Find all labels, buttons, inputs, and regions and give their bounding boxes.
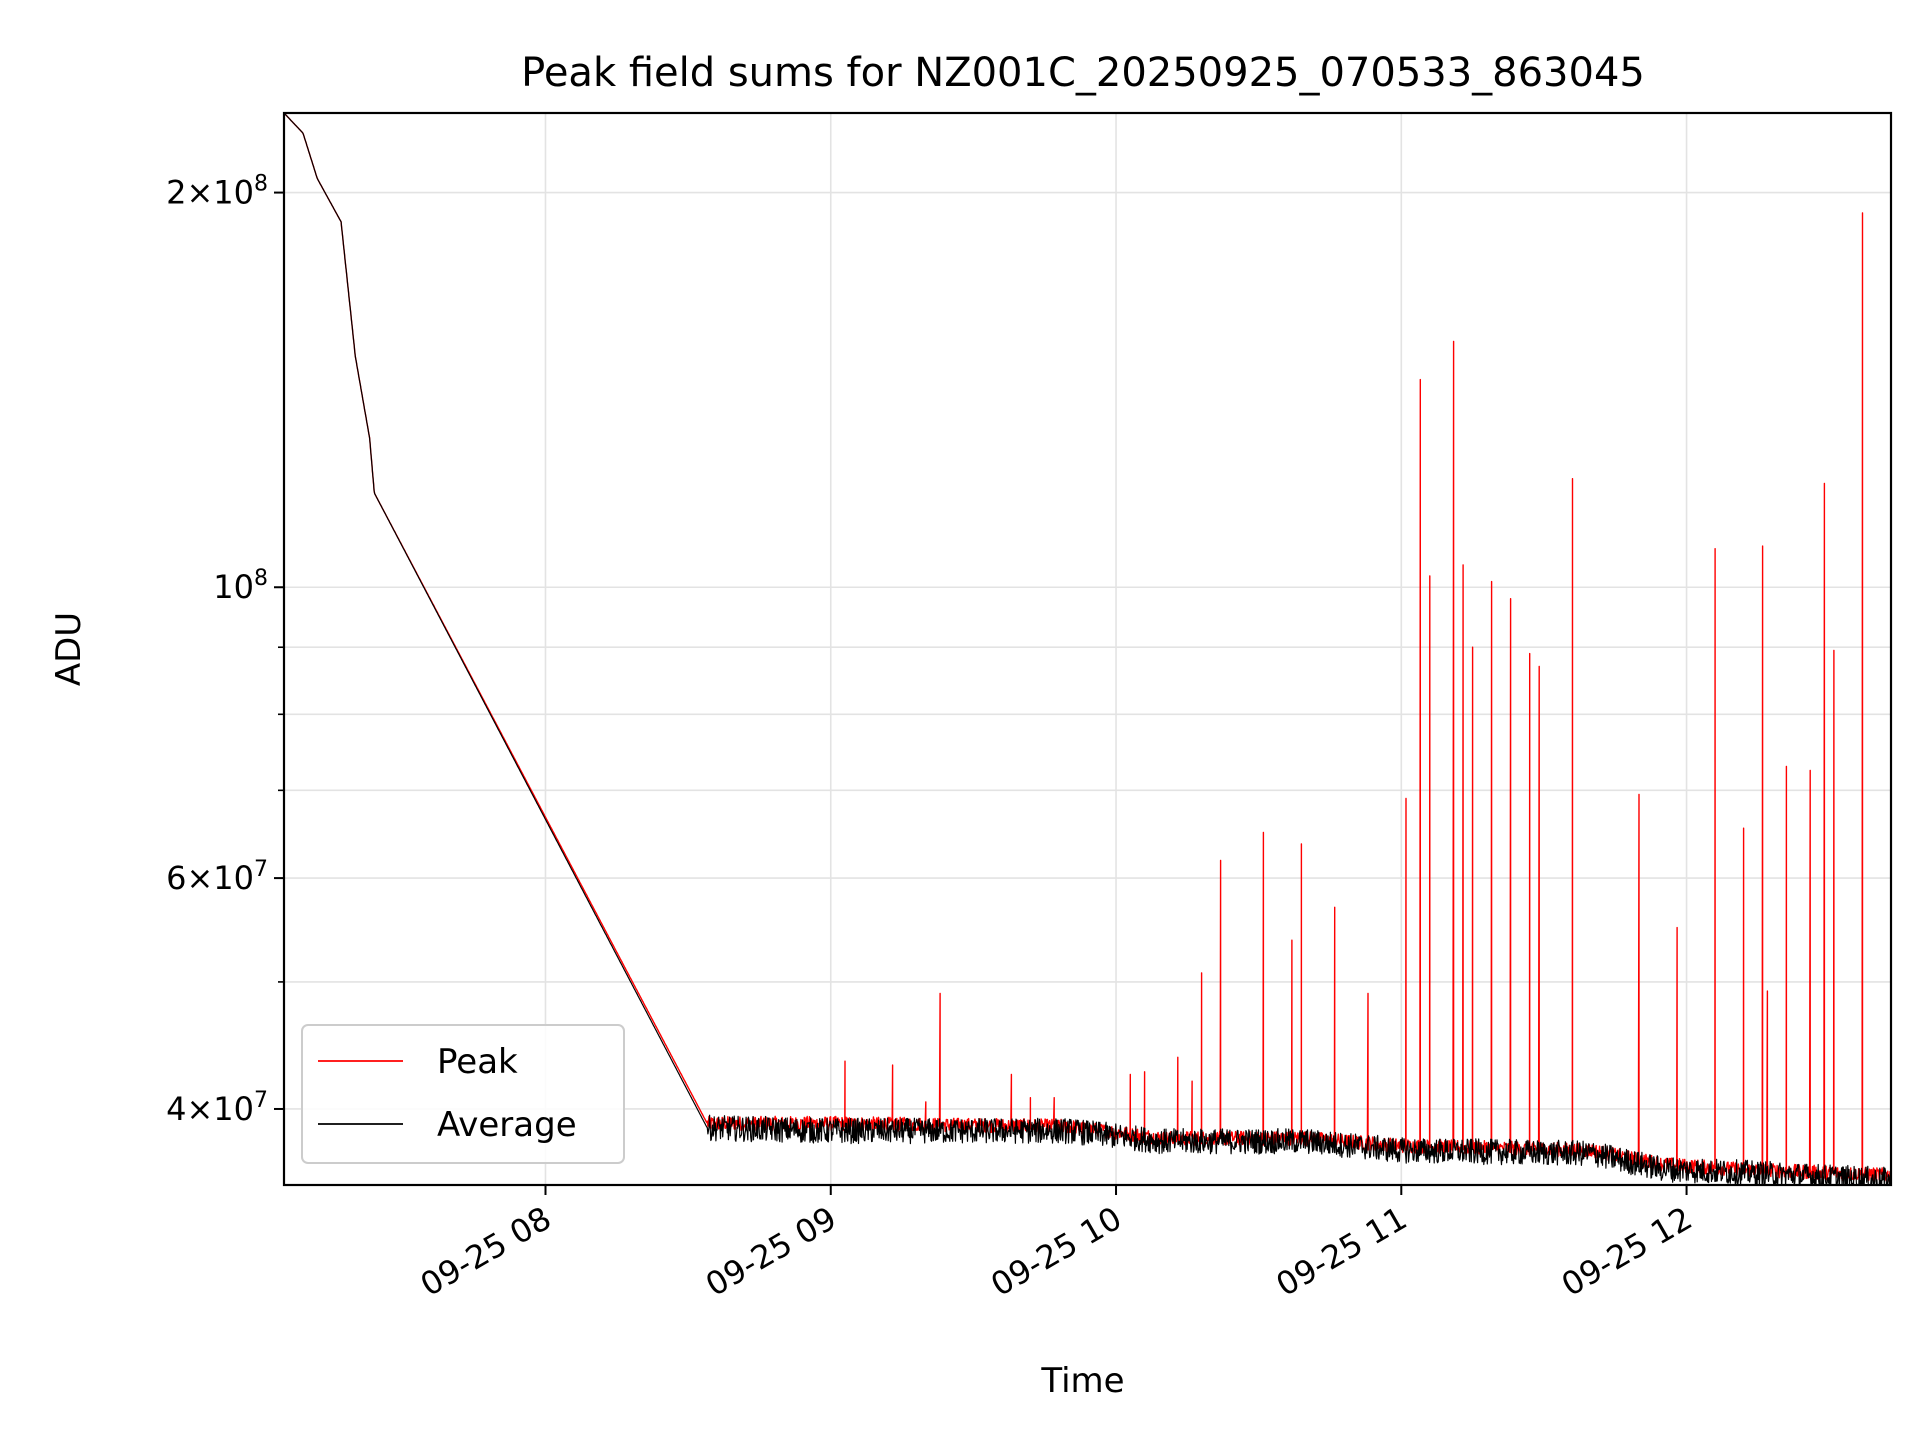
x-tick-label: 09-25 11: [1270, 1199, 1414, 1304]
y-tick-label: 4×107: [166, 1088, 268, 1128]
x-tick-label: 09-25 09: [699, 1199, 843, 1304]
x-tick-label: 09-25 12: [1555, 1199, 1699, 1304]
legend: Peak Average: [301, 1024, 625, 1164]
x-axis-label: Time: [1040, 1361, 1124, 1401]
y-axis-label: ADU: [49, 612, 89, 686]
legend-average-label: Average: [437, 1105, 577, 1145]
y-tick-label: 108: [213, 566, 268, 606]
x-tick-label: 09-25 08: [414, 1199, 558, 1304]
legend-box: [301, 1024, 625, 1164]
y-tick-label: 6×107: [166, 857, 268, 897]
x-tick-label: 09-25 10: [984, 1199, 1128, 1304]
plot-area: [284, 113, 1891, 1185]
average-series-line: [284, 113, 1891, 1185]
x-axis: 09-25 08 09-25 09 09-25 10 09-25 11 09-25 12: [414, 1185, 1699, 1304]
chart-title: Peak field sums for NZ001C_20250925_0705…: [521, 50, 1645, 96]
grid: [284, 113, 1891, 1185]
plot-frame: [282, 111, 1893, 1187]
y-axis: 4×107 6×107 108 2×108: [166, 172, 284, 1128]
legend-peak-label: Peak: [437, 1042, 518, 1082]
y-tick-label: 2×108: [166, 172, 268, 212]
